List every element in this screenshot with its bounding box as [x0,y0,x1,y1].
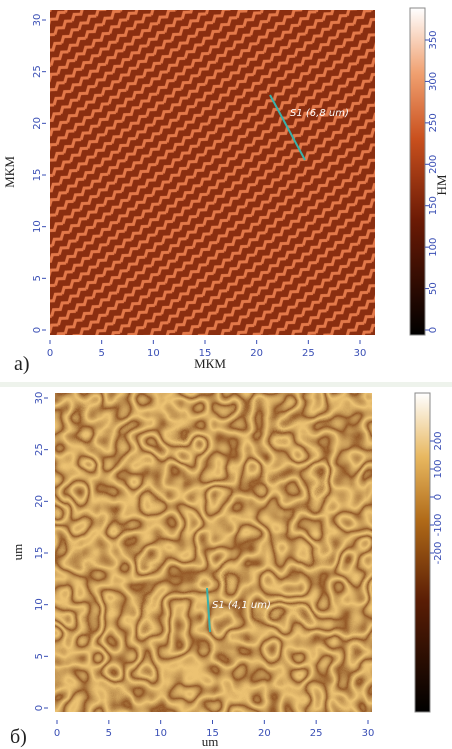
colorbar-tick-label: 200 [433,431,444,450]
y-tick-label: 15 [32,169,43,182]
colorbar-a [410,8,425,335]
y-tick-label: 0 [34,705,45,711]
colorbar-b [415,393,430,712]
x-axis-label: МКМ [194,356,226,371]
x-tick-label: 20 [258,728,271,739]
x-tick-label: 30 [362,728,375,739]
colorbar-tick-label: 300 [428,72,439,91]
colorbar-tick-label: 0 [428,327,439,333]
figure: 0510152025300510152025300501001502002503… [0,0,452,749]
y-axis-label: um [10,544,25,561]
x-tick-label: 10 [154,728,167,739]
y-tick-label: 10 [34,598,45,611]
colorbar-tick-label: 100 [428,238,439,257]
y-tick-label: 20 [32,117,43,130]
x-tick-label: 20 [250,348,263,359]
colorbar-tick-label: 100 [433,459,444,478]
x-tick-label: 0 [54,728,60,739]
colorbar-tick-label: 150 [428,196,439,215]
x-tick-label: 5 [98,348,104,359]
annotation: S1 (4,1 um) [212,600,271,611]
y-axis-label: МКМ [2,156,17,188]
y-tick-label: 15 [34,547,45,560]
afm-image-b [55,393,372,712]
x-tick-label: 30 [354,348,367,359]
colorbar-tick-label: 350 [428,30,439,49]
colorbar-tick-label: 200 [428,155,439,174]
y-tick-label: 0 [32,327,43,333]
panel-label: б) [10,726,27,748]
y-tick-label: 10 [32,220,43,233]
y-tick-label: 25 [32,65,43,78]
x-tick-label: 25 [302,348,315,359]
y-tick-label: 30 [34,392,45,405]
colorbar-label: НМ [434,174,449,195]
colorbar-tick-label: -100 [433,514,444,537]
annotation: S1 (6,8 um) [290,108,349,119]
y-tick-label: 5 [34,653,45,659]
y-tick-label: 25 [34,443,45,456]
panel-label: а) [14,353,30,375]
y-tick-label: 5 [32,275,43,281]
x-tick-label: 5 [106,728,112,739]
colorbar-tick-label: 50 [428,282,439,295]
colorbar-tick-label: 0 [433,494,444,500]
x-tick-label: 10 [147,348,160,359]
x-axis-label: um [202,734,219,749]
y-tick-label: 20 [34,495,45,508]
afm-image-a [50,10,375,335]
colorbar-tick-label: 250 [428,113,439,132]
x-tick-label: 25 [310,728,323,739]
colorbar-tick-label: -200 [433,542,444,565]
y-tick-label: 30 [32,14,43,27]
x-tick-label: 0 [47,348,53,359]
